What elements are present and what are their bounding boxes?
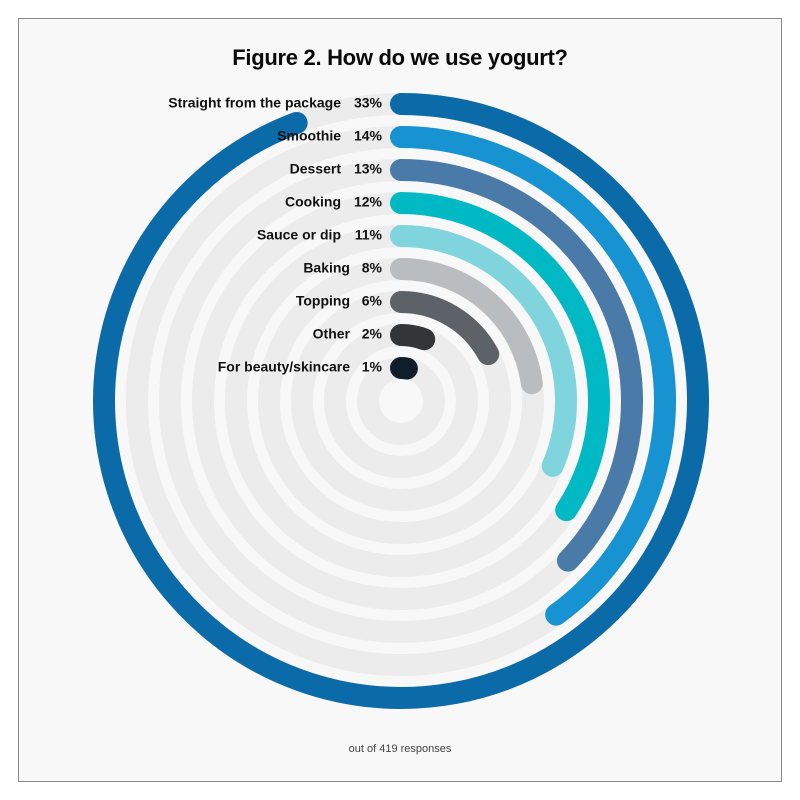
category-label: Smoothie bbox=[277, 128, 341, 144]
chart-footnote: out of 419 responses bbox=[19, 743, 781, 755]
category-dot-icon bbox=[392, 227, 410, 245]
category-value: 11% bbox=[355, 227, 383, 243]
radial-chart: 33% Straight from the package 14% Smoothie 1… bbox=[19, 91, 781, 729]
category-label: Other bbox=[313, 326, 351, 342]
category-value: 8% bbox=[362, 260, 383, 276]
category-dot-icon bbox=[392, 359, 410, 377]
category-value: 1% bbox=[362, 359, 383, 375]
category-label: Dessert bbox=[290, 161, 342, 177]
category-value: 12% bbox=[354, 194, 383, 210]
category-dot-icon bbox=[392, 161, 410, 179]
category-value: 33% bbox=[354, 95, 383, 111]
category-dot-icon bbox=[392, 260, 410, 278]
category-dot-icon bbox=[392, 128, 410, 146]
category-label: For beauty/skincare bbox=[218, 359, 350, 375]
category-dot-icon bbox=[392, 95, 410, 113]
category-label: Cooking bbox=[285, 194, 341, 210]
category-dot-icon bbox=[392, 194, 410, 212]
category-label: Straight from the package bbox=[168, 95, 341, 111]
category-label: Topping bbox=[296, 293, 350, 309]
category-value: 13% bbox=[354, 161, 383, 177]
chart-panel: Figure 2. How do we use yogurt? 33% Strai… bbox=[18, 18, 782, 782]
category-value: 2% bbox=[362, 326, 383, 342]
ring-track bbox=[335, 335, 467, 467]
category-label: Sauce or dip bbox=[257, 227, 341, 243]
category-label: Baking bbox=[303, 260, 350, 276]
category-value: 14% bbox=[354, 128, 383, 144]
category-dot-icon bbox=[392, 293, 410, 311]
category-dot-icon bbox=[392, 326, 410, 344]
category-value: 6% bbox=[362, 293, 383, 309]
chart-title: Figure 2. How do we use yogurt? bbox=[19, 45, 781, 71]
